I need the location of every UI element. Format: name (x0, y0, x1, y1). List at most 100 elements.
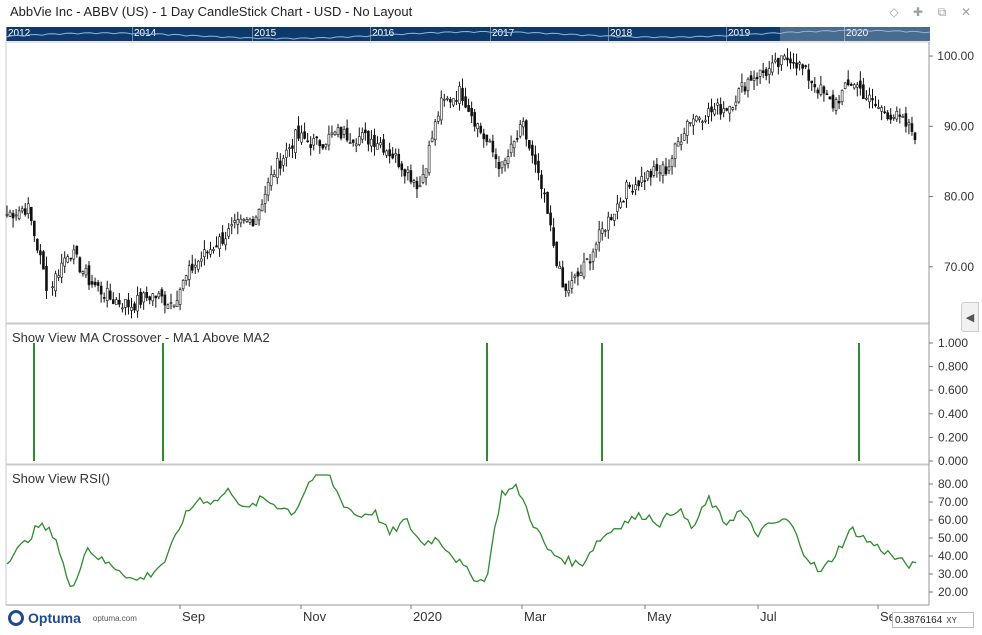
candle-body (528, 140, 531, 149)
candle-body (637, 180, 640, 187)
brand-logo: Optuma optuma.com (8, 610, 137, 626)
collapse-panel-button[interactable]: ◀ (961, 302, 979, 332)
candle-body (224, 238, 227, 246)
candle-body (388, 149, 391, 157)
candle-body (828, 96, 832, 100)
candle-body (136, 295, 139, 312)
candle-body (193, 264, 197, 268)
candle-body (676, 141, 680, 147)
candle-body (190, 263, 194, 271)
candle-body (458, 86, 461, 104)
overview-year-label: 2018 (610, 28, 633, 39)
overview-navigator[interactable]: 2012 2014 2015 2016 2017 2018 2019 2020 (6, 27, 930, 41)
candle-body (558, 265, 561, 269)
candle-body (364, 129, 367, 134)
overview-year-label: 2020 (846, 28, 869, 39)
candle-body (749, 75, 753, 81)
candle-body (227, 228, 230, 237)
candle-body (570, 280, 574, 289)
x-tick-label: Sep (182, 609, 205, 624)
candle-body (485, 134, 489, 142)
close-icon[interactable]: ✕ (960, 5, 972, 19)
pin-icon[interactable]: ✚ (912, 5, 924, 19)
candle-body (716, 102, 719, 106)
candle-body (673, 143, 677, 159)
candle-body (470, 107, 473, 117)
crosshair-mode[interactable]: XY (946, 615, 957, 625)
overview-divider (6, 27, 7, 41)
candle-body (130, 307, 133, 311)
candle-body (685, 121, 689, 136)
candle-body (531, 144, 534, 156)
candle-body (649, 171, 653, 178)
candle-body (385, 150, 388, 156)
candle-body (78, 257, 82, 273)
candle-body (518, 124, 522, 137)
candle-body (546, 191, 549, 214)
candle-body (467, 105, 470, 112)
candle-body (658, 172, 662, 175)
candle-body (801, 64, 804, 69)
candle-body (312, 138, 316, 146)
x-tick-label: Mar (524, 609, 547, 624)
candle-body (461, 87, 464, 102)
candle-body (497, 162, 501, 169)
candle-body (537, 160, 540, 174)
rsi-tick-label: 80.00 (938, 477, 968, 491)
candle-body (625, 181, 628, 199)
candle-body (342, 129, 346, 135)
candle-body (160, 289, 164, 297)
candle-body (348, 142, 352, 144)
candle-body (17, 210, 21, 220)
candle-body (175, 300, 179, 308)
candle-body (72, 249, 76, 260)
candle-body (713, 109, 716, 115)
candle-body (661, 164, 665, 176)
candle-body (728, 105, 732, 114)
restore-icon[interactable]: ⧉ (937, 4, 947, 19)
candle-body (755, 76, 759, 80)
candle-body (825, 93, 829, 96)
crossover-panel-label: Show View MA Crossover - MA1 Above MA2 (12, 330, 270, 345)
candle-body (96, 282, 100, 286)
candle-body (51, 286, 54, 289)
candle-body (54, 273, 57, 292)
candle-body (424, 168, 428, 178)
rsi-tick-label: 50.00 (938, 531, 968, 545)
candle-body (236, 219, 240, 225)
window-controls: ◇ ✚ ⧉ ✕ (886, 4, 974, 20)
candle-body (746, 78, 750, 91)
candle-body (852, 84, 856, 89)
rsi-line (6, 474, 917, 588)
candle-body (837, 101, 841, 104)
candle-body (695, 115, 698, 122)
candle-body (628, 184, 631, 188)
candle-body (266, 182, 270, 196)
candle-body (118, 299, 121, 305)
candle-body (145, 292, 148, 299)
candle-body (877, 106, 880, 109)
rsi-panel-label: Show View RSI() (12, 471, 111, 486)
candle-body (376, 143, 379, 150)
diamond-icon[interactable]: ◇ (889, 5, 899, 19)
candle-body (476, 123, 480, 129)
chart-title: AbbVie Inc - ABBV (US) - 1 Day CandleSti… (10, 4, 413, 19)
candle-body (57, 275, 60, 278)
candle-body (370, 138, 373, 147)
candle-body (251, 218, 255, 227)
candle-body (610, 217, 613, 221)
candle-body (506, 156, 510, 164)
candle-body (263, 193, 267, 204)
candle-body (646, 171, 650, 180)
candle-body (275, 158, 279, 178)
candle-body (367, 130, 370, 145)
candle-body (218, 236, 221, 249)
candle-body (139, 291, 142, 305)
candle-body (172, 304, 176, 307)
candle-body (701, 121, 704, 123)
candle-body (436, 115, 440, 122)
candle-body (157, 293, 161, 298)
candle-body (804, 65, 807, 67)
candle-body (512, 141, 516, 149)
